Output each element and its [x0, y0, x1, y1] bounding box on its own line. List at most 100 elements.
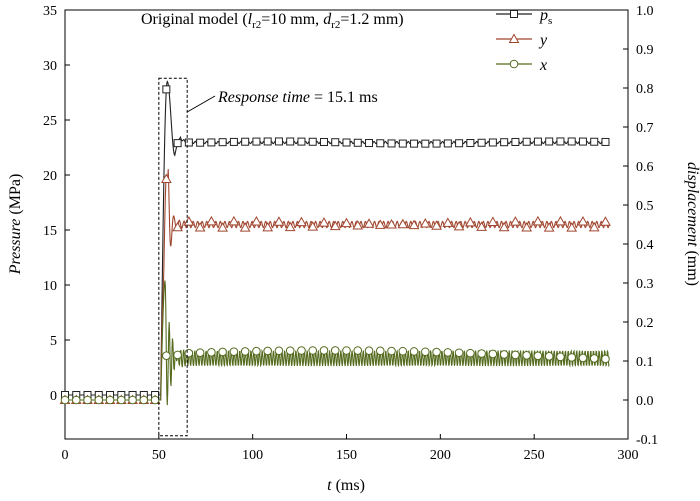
- x-tick-label: 200: [430, 448, 451, 463]
- response-time-leader: [186, 95, 216, 113]
- series-marker-x: [263, 346, 272, 356]
- series-marker-p: [376, 139, 385, 148]
- series-marker-y: [172, 221, 183, 232]
- series-marker-x: [94, 395, 104, 405]
- response-time-box: [158, 77, 188, 437]
- series-marker-y: [273, 216, 285, 226]
- series-marker-y: [543, 222, 555, 232]
- series-marker-x: [578, 353, 588, 363]
- series-marker-p: [578, 137, 587, 146]
- series-marker-y: [498, 221, 510, 232]
- series-marker-p: [590, 137, 599, 146]
- series-marker-y: [239, 222, 251, 232]
- series-marker-p: [353, 138, 362, 147]
- y-right-tick-label: 0.1: [636, 355, 654, 370]
- y-left-tick-label: 0: [50, 389, 57, 404]
- series-marker-p: [173, 139, 182, 148]
- series-marker-x: [353, 346, 363, 355]
- series-marker-x: [117, 395, 126, 405]
- legend-marker-p: [510, 10, 518, 18]
- series-marker-y: [374, 219, 386, 229]
- series-marker-y: [386, 218, 397, 229]
- series-marker-y: [228, 215, 240, 226]
- series-marker-y: [566, 222, 578, 232]
- series-marker-p: [545, 137, 554, 146]
- series-marker-y: [555, 215, 566, 226]
- series-marker-y: [510, 216, 521, 226]
- series-marker-y: [217, 222, 228, 232]
- series-marker-x: [511, 350, 520, 360]
- series-marker-x: [499, 350, 509, 359]
- series-marker-x: [544, 352, 554, 361]
- series-marker-p: [207, 138, 216, 147]
- x-tick-label: 300: [618, 448, 639, 463]
- series-marker-p: [601, 137, 610, 146]
- series-marker-p: [286, 137, 295, 146]
- response-time-label: Response time = 15.1 ms: [217, 89, 378, 106]
- y-right-tick-label: 0.5: [636, 199, 654, 214]
- series-marker-p: [196, 138, 205, 147]
- legend-label-p: ps: [539, 7, 552, 27]
- series-marker-p: [567, 137, 576, 146]
- series-marker-x: [432, 347, 441, 357]
- response-time-annotation: Response time = 15.1 ms: [158, 77, 378, 437]
- y-left-tick-label: 5: [50, 334, 57, 349]
- chart-title: Original model (lr2=10 mm, dr2=1.2 mm): [141, 11, 404, 31]
- y-right-tick-label: 0.0: [636, 394, 654, 409]
- series-marker-p: [331, 138, 340, 147]
- series-marker-p: [500, 138, 509, 147]
- series-marker-x: [162, 351, 171, 360]
- series-marker-y: [465, 216, 476, 227]
- series-marker-x: [83, 395, 92, 405]
- series-marker-x: [60, 395, 70, 405]
- series-marker-p: [522, 137, 531, 146]
- legend: ps yx: [496, 7, 552, 74]
- series-marker-x: [240, 347, 250, 356]
- series-marker-x: [319, 346, 329, 355]
- series-marker-p: [241, 137, 250, 146]
- series-marker-x: [589, 354, 599, 363]
- series-marker-p: [308, 137, 317, 146]
- series-marker-x: [443, 348, 453, 357]
- legend-label-x: x: [539, 57, 547, 74]
- series-marker-x: [150, 395, 160, 405]
- series-marker-p: [319, 137, 328, 146]
- series-marker-y: [577, 215, 589, 226]
- series-marker-x: [274, 346, 284, 356]
- series-marker-x: [375, 346, 385, 356]
- series-marker-y: [284, 221, 296, 232]
- series-marker-x: [466, 348, 475, 358]
- series-marker-y: [363, 218, 375, 228]
- series-marker-y: [183, 216, 195, 226]
- legend-marker-x: [509, 59, 519, 69]
- y-right-tick-label: -0.1: [636, 433, 658, 448]
- series-marker-y: [600, 216, 611, 226]
- series-marker-x: [601, 354, 610, 364]
- y-left-tick-label: 25: [43, 114, 57, 129]
- series-marker-x: [398, 346, 408, 356]
- series-marker-p: [297, 137, 306, 146]
- series-marker-x: [556, 352, 565, 362]
- series-marker-x: [477, 349, 486, 358]
- series-marker-p: [184, 138, 193, 147]
- series-marker-x: [308, 346, 318, 355]
- series-marker-y: [251, 215, 262, 226]
- y-right-axis-title: displacement (mm): [684, 162, 700, 286]
- series-layer: [59, 80, 611, 406]
- series-marker-p: [274, 137, 283, 146]
- series-marker-y: [206, 215, 217, 226]
- x-tick-label: 150: [336, 448, 357, 463]
- series-y: [59, 169, 611, 404]
- series-marker-y: [318, 217, 330, 227]
- y-right-tick-label: 0.8: [636, 82, 654, 97]
- series-x: [60, 280, 610, 406]
- series-marker-x: [207, 347, 216, 357]
- series-marker-y: [442, 217, 454, 227]
- y-right-tick-label: 0.7: [636, 121, 654, 136]
- series-marker-y: [588, 221, 600, 232]
- series-marker-y: [307, 221, 319, 231]
- y-right-tick-label: 0.4: [636, 238, 654, 253]
- series-marker-x: [387, 346, 396, 356]
- series-marker-y: [352, 220, 364, 230]
